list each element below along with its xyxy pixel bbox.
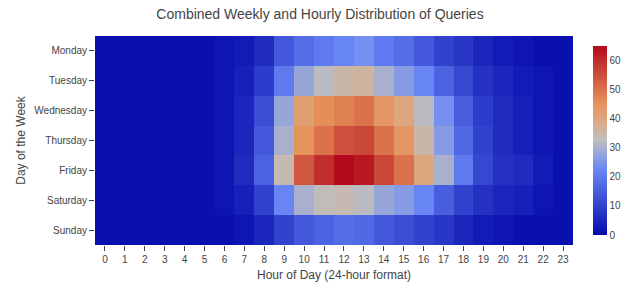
svg-text:15: 15 — [398, 254, 410, 265]
svg-text:40: 40 — [610, 113, 622, 124]
svg-text:4: 4 — [182, 254, 188, 265]
svg-text:12: 12 — [338, 254, 350, 265]
svg-text:20: 20 — [610, 171, 622, 182]
svg-text:60: 60 — [610, 55, 622, 66]
svg-text:30: 30 — [610, 142, 622, 153]
svg-text:23: 23 — [557, 254, 569, 265]
svg-text:6: 6 — [222, 254, 228, 265]
svg-text:21: 21 — [518, 254, 530, 265]
svg-text:50: 50 — [610, 84, 622, 95]
svg-text:Thursday: Thursday — [45, 135, 87, 146]
svg-text:13: 13 — [358, 254, 370, 265]
svg-text:14: 14 — [378, 254, 390, 265]
svg-text:19: 19 — [478, 254, 490, 265]
svg-text:9: 9 — [281, 254, 287, 265]
svg-text:20: 20 — [498, 254, 510, 265]
svg-text:16: 16 — [418, 254, 430, 265]
svg-text:7: 7 — [242, 254, 248, 265]
svg-text:0: 0 — [102, 254, 108, 265]
svg-text:Combined Weekly and Hourly Dis: Combined Weekly and Hourly Distribution … — [156, 6, 483, 22]
svg-text:Monday: Monday — [51, 45, 87, 56]
svg-text:22: 22 — [538, 254, 550, 265]
svg-text:5: 5 — [202, 254, 208, 265]
svg-text:18: 18 — [458, 254, 470, 265]
svg-text:Sunday: Sunday — [53, 225, 87, 236]
svg-text:Wednesday: Wednesday — [34, 105, 87, 116]
svg-text:0: 0 — [610, 230, 616, 241]
svg-text:Hour of Day (24-hour format): Hour of Day (24-hour format) — [257, 268, 411, 282]
svg-text:Day of the Week: Day of the Week — [14, 95, 28, 184]
svg-text:10: 10 — [610, 200, 622, 211]
svg-text:3: 3 — [162, 254, 168, 265]
svg-text:11: 11 — [319, 254, 330, 265]
svg-text:Tuesday: Tuesday — [49, 75, 87, 86]
svg-text:1: 1 — [122, 254, 128, 265]
svg-text:10: 10 — [299, 254, 311, 265]
svg-text:Saturday: Saturday — [47, 195, 87, 206]
svg-text:2: 2 — [142, 254, 148, 265]
svg-text:Friday: Friday — [59, 165, 87, 176]
svg-text:8: 8 — [262, 254, 268, 265]
svg-text:17: 17 — [438, 254, 450, 265]
